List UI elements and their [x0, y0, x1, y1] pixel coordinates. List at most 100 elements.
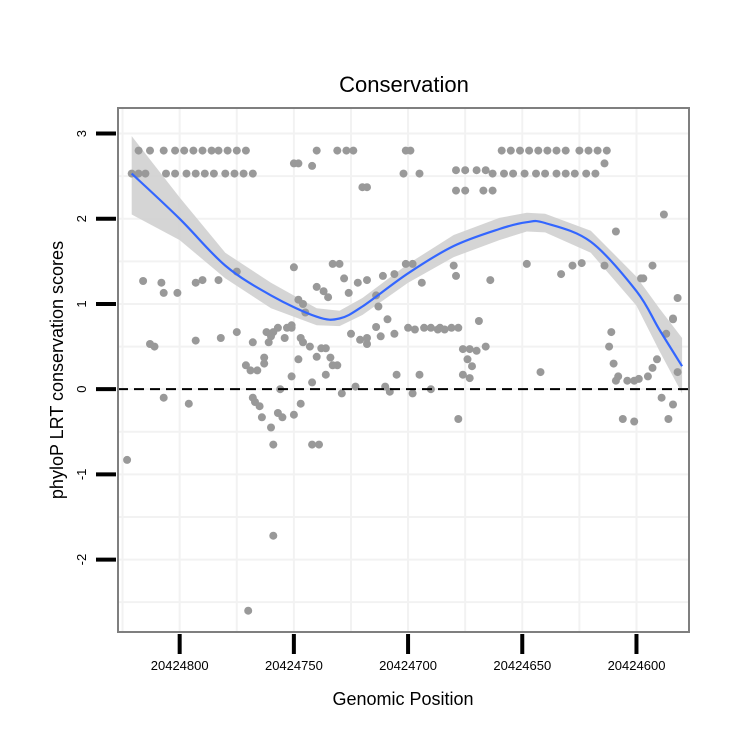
data-point — [472, 346, 481, 355]
data-point — [623, 376, 632, 385]
data-point — [200, 169, 209, 178]
data-point — [648, 261, 657, 270]
data-point — [171, 146, 180, 155]
data-point — [328, 361, 337, 370]
data-point — [458, 370, 467, 379]
data-point — [239, 169, 248, 178]
data-point — [415, 169, 424, 178]
data-point — [653, 355, 661, 364]
data-point — [363, 340, 371, 348]
data-point — [458, 345, 467, 354]
data-point — [468, 362, 476, 371]
data-point — [312, 282, 321, 291]
data-point — [474, 317, 483, 325]
data-point — [363, 183, 371, 192]
data-point — [541, 169, 550, 178]
data-point — [605, 342, 614, 351]
data-point — [232, 146, 241, 155]
data-point — [440, 325, 449, 334]
data-point — [255, 402, 264, 411]
y-tick-label: 0 — [74, 386, 89, 393]
data-point — [287, 321, 296, 330]
confidence-ribbon — [131, 136, 683, 394]
data-point — [269, 440, 278, 449]
data-point — [415, 370, 424, 379]
data-point — [561, 169, 570, 178]
data-point — [191, 278, 200, 287]
data-point — [452, 186, 460, 195]
data-point — [340, 274, 349, 283]
y-tick-label: 1 — [74, 300, 89, 307]
data-point — [399, 169, 408, 178]
data-point — [347, 329, 355, 338]
data-point — [280, 334, 289, 342]
data-point — [454, 323, 463, 332]
data-point — [372, 323, 381, 331]
data-point — [287, 372, 296, 381]
data-point — [335, 259, 344, 268]
data-point — [454, 415, 463, 423]
data-point — [184, 399, 193, 408]
data-point — [257, 413, 266, 422]
data-point — [420, 323, 429, 332]
data-point — [497, 146, 506, 155]
data-point — [180, 146, 189, 155]
data-point — [378, 271, 387, 280]
data-point — [134, 146, 143, 155]
data-point — [374, 302, 383, 311]
data-point — [673, 368, 682, 377]
data-point — [392, 370, 401, 379]
data-point — [351, 382, 360, 391]
x-tick-label: 20424750 — [265, 658, 323, 673]
data-point — [609, 359, 618, 368]
data-point — [575, 146, 584, 155]
data-point — [294, 159, 303, 168]
data-point — [191, 336, 200, 345]
data-point — [465, 374, 474, 383]
data-point — [648, 363, 657, 372]
data-point — [639, 274, 648, 283]
data-point — [171, 169, 180, 178]
data-point — [221, 169, 230, 178]
data-point — [525, 146, 534, 155]
data-point — [452, 271, 460, 280]
data-point — [344, 288, 353, 297]
data-point — [506, 146, 515, 155]
data-point — [509, 169, 518, 178]
data-point — [664, 415, 673, 423]
line-layer — [130, 172, 684, 367]
data-point — [315, 440, 323, 449]
data-point — [481, 342, 490, 351]
data-point — [479, 186, 488, 195]
data-point — [253, 366, 262, 375]
data-point — [241, 146, 250, 155]
data-point — [673, 294, 682, 302]
y-tick-label: 2 — [74, 215, 89, 222]
data-point — [244, 606, 253, 615]
data-point — [363, 276, 371, 285]
data-point — [248, 338, 257, 347]
data-point — [349, 146, 358, 155]
data-point — [299, 338, 307, 347]
data-point — [488, 169, 497, 178]
data-point — [308, 440, 317, 449]
data-point — [500, 169, 508, 178]
data-point — [356, 335, 365, 344]
data-point — [657, 393, 666, 402]
data-point — [264, 338, 273, 347]
data-point — [182, 169, 191, 178]
x-axis-label: Genomic Position — [332, 689, 473, 709]
x-tick-label: 20424700 — [379, 658, 437, 673]
data-point — [289, 263, 298, 272]
data-point — [557, 270, 566, 279]
data-point — [232, 328, 241, 337]
data-point — [408, 389, 417, 398]
data-point — [312, 146, 321, 155]
data-point — [198, 146, 207, 155]
data-point — [408, 259, 417, 268]
y-tick-label: 3 — [74, 130, 89, 137]
data-point — [486, 276, 495, 285]
data-point — [214, 146, 223, 155]
data-point — [328, 259, 337, 268]
